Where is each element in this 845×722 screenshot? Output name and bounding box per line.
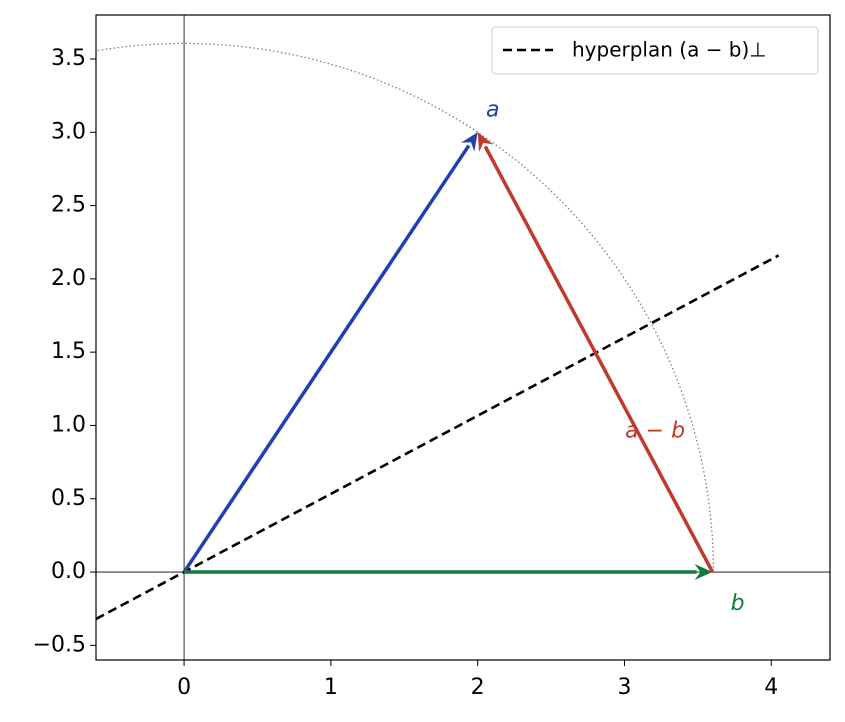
y-tick-label: 1.0 — [51, 412, 86, 437]
y-tick-label: 3.5 — [51, 46, 86, 71]
y-tick-label: −0.5 — [33, 632, 86, 657]
vector-head — [477, 132, 494, 152]
y-tick-label: 0.5 — [51, 486, 86, 511]
hyperplane-line — [96, 254, 780, 621]
vector-shaft — [182, 144, 471, 574]
y-tick-label: 3.0 — [51, 119, 86, 144]
legend-label: hyperplan (a − b)⊥ — [572, 38, 767, 62]
y-tick-label: 2.0 — [51, 266, 86, 291]
x-tick-label: 2 — [471, 675, 485, 700]
vector-label: a — [486, 97, 499, 122]
vector-head — [461, 132, 478, 152]
legend-box — [491, 26, 819, 75]
vector-label: b — [731, 591, 745, 616]
x-tick-label: 3 — [617, 675, 631, 700]
x-tick-label: 0 — [177, 675, 191, 700]
vector-label: a − b — [625, 418, 685, 443]
y-tick-label: 1.5 — [51, 339, 86, 364]
circle-arc — [96, 42, 715, 572]
vector-head — [694, 564, 713, 581]
x-tick-label: 4 — [764, 675, 778, 700]
y-tick-label: 2.5 — [51, 193, 86, 218]
plot-frame — [95, 14, 831, 661]
y-tick-label: 0.0 — [51, 559, 86, 584]
x-tick-label: 1 — [324, 675, 338, 700]
vector-shaft — [483, 145, 715, 573]
